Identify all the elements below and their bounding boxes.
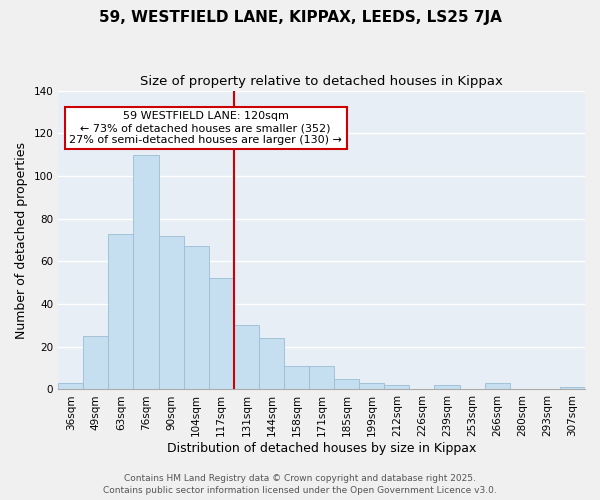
Bar [184,246,209,390]
Bar [158,236,184,390]
Text: 59, WESTFIELD LANE, KIPPAX, LEEDS, LS25 7JA: 59, WESTFIELD LANE, KIPPAX, LEEDS, LS25 … [98,10,502,25]
Bar [334,379,359,390]
Bar [434,385,460,390]
Text: 59 WESTFIELD LANE: 120sqm
← 73% of detached houses are smaller (352)
27% of semi: 59 WESTFIELD LANE: 120sqm ← 73% of detac… [69,112,342,144]
Bar [359,383,385,390]
Bar [485,383,510,390]
Bar [385,385,409,390]
Bar [83,336,109,390]
X-axis label: Distribution of detached houses by size in Kippax: Distribution of detached houses by size … [167,442,476,455]
Bar [209,278,234,390]
Bar [259,338,284,390]
Bar [234,326,259,390]
Y-axis label: Number of detached properties: Number of detached properties [15,142,28,338]
Text: Contains HM Land Registry data © Crown copyright and database right 2025.
Contai: Contains HM Land Registry data © Crown c… [103,474,497,495]
Bar [560,388,585,390]
Title: Size of property relative to detached houses in Kippax: Size of property relative to detached ho… [140,75,503,88]
Bar [109,234,133,390]
Bar [133,154,158,390]
Bar [309,366,334,390]
Bar [58,383,83,390]
Bar [284,366,309,390]
